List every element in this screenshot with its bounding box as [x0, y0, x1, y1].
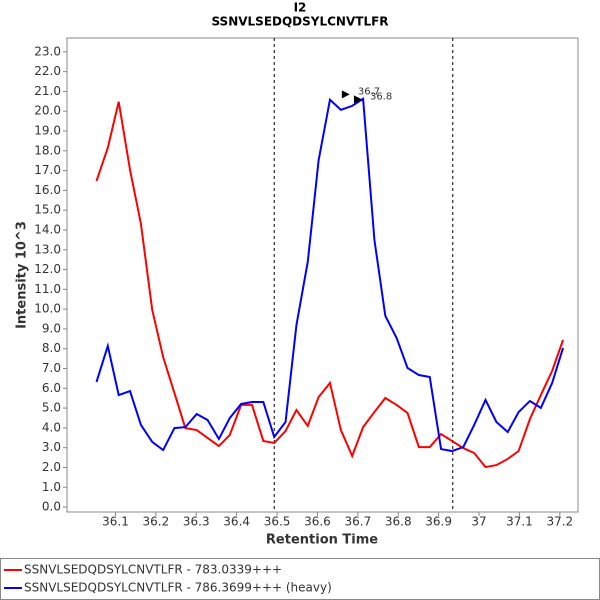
annotation: 36.8	[370, 91, 392, 102]
y-tick-label: 22.0	[34, 64, 61, 78]
x-tick-label: 37.2	[546, 515, 573, 529]
x-tick-label: 36.1	[102, 515, 129, 529]
annotation: 36.7	[358, 86, 380, 97]
y-tick-label: 14.0	[34, 222, 61, 236]
legend	[0, 558, 600, 600]
y-tick-label: 17.0	[34, 163, 61, 177]
y-tick-label: 7.0	[42, 361, 61, 375]
y-tick-label: 12.0	[34, 262, 61, 276]
y-tick-label: 20.0	[34, 104, 61, 118]
x-tick-label: 37	[471, 515, 486, 529]
y-tick-label: 4.0	[42, 420, 61, 434]
x-tick-label: 36.9	[425, 515, 452, 529]
y-tick-label: 18.0	[34, 143, 61, 157]
x-axis-label: Retention Time	[266, 533, 378, 548]
x-tick-label: 36.8	[385, 515, 412, 529]
y-tick-label: 8.0	[42, 341, 61, 355]
x-tick-label: 36.2	[143, 515, 170, 529]
plot-frame	[66, 37, 579, 513]
legend-label: SSNVLSEDQDSYLCNVTLFR - 786.3699+++ (heav…	[24, 581, 332, 595]
y-tick-label: 5.0	[42, 401, 61, 415]
y-tick-label: 0.0	[42, 500, 61, 514]
x-tick-label: 36.5	[264, 515, 291, 529]
series-line	[95, 97, 565, 453]
y-tick-label: 21.0	[34, 84, 61, 98]
annotation-arrow	[341, 90, 350, 99]
chart-title: I2	[294, 1, 307, 15]
y-tick-label: 10.0	[34, 302, 61, 316]
annotation-arrow	[353, 95, 362, 104]
x-tick-label: 36.3	[183, 515, 210, 529]
y-tick-label: 15.0	[34, 203, 61, 217]
legend-label: SSNVLSEDQDSYLCNVTLFR - 783.0339+++	[24, 563, 282, 577]
y-tick-label: 19.0	[34, 124, 61, 138]
y-tick-label: 13.0	[34, 242, 61, 256]
y-tick-label: 1.0	[42, 480, 61, 494]
y-tick-label: 9.0	[42, 321, 61, 335]
chart-subtitle: SSNVLSEDQDSYLCNVTLFR	[211, 15, 388, 29]
x-tick-label: 36.7	[344, 515, 371, 529]
x-tick-label: 36.6	[304, 515, 331, 529]
y-tick-label: 16.0	[34, 183, 61, 197]
y-tick-label: 23.0	[34, 44, 61, 58]
y-tick-label: 6.0	[42, 381, 61, 395]
x-tick-label: 37.1	[506, 515, 533, 529]
series-line	[95, 101, 564, 469]
y-axis-label: Intensity 10^3	[15, 221, 30, 329]
y-tick-label: 2.0	[42, 460, 61, 474]
y-tick-label: 11.0	[34, 282, 61, 296]
y-tick-label: 3.0	[42, 440, 61, 454]
x-tick-label: 36.4	[223, 515, 250, 529]
